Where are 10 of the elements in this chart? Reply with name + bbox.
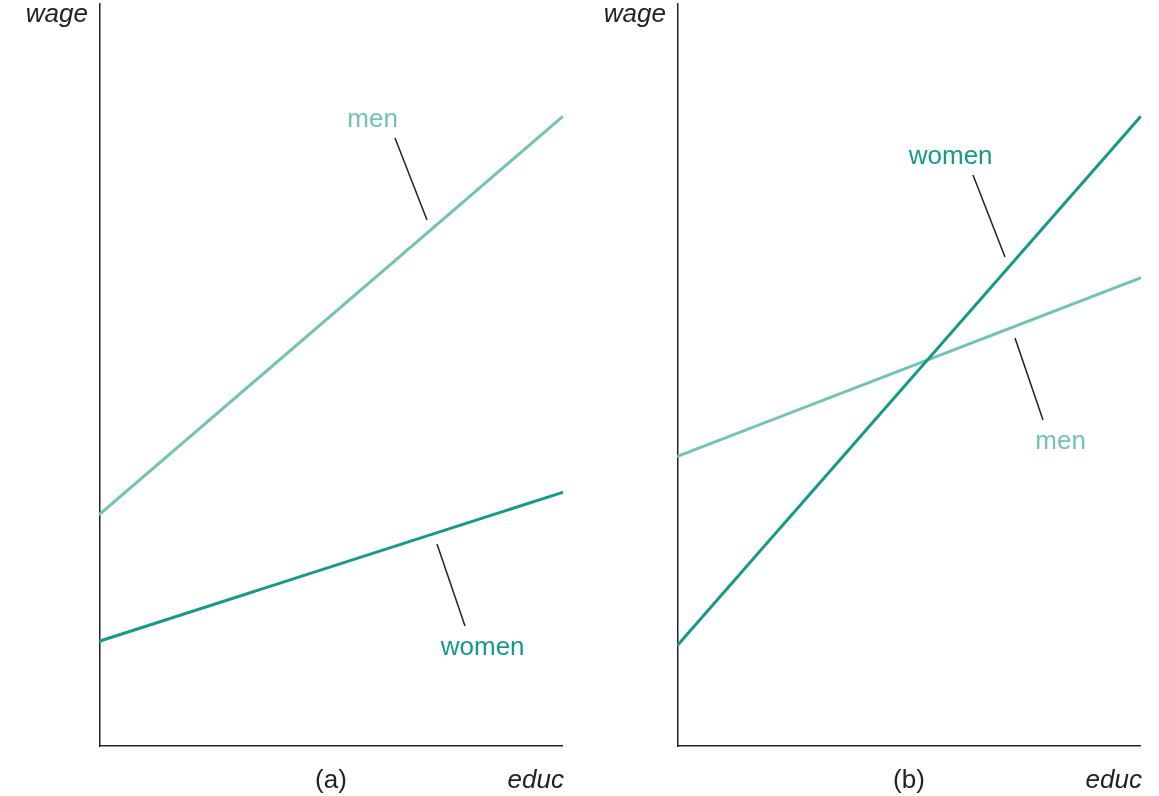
y-axis-title: wage	[25, 0, 88, 29]
x-axis-title: educ	[507, 764, 564, 795]
text: (b)	[893, 764, 925, 795]
text: women	[907, 140, 993, 171]
text: women	[439, 631, 525, 662]
text: men	[347, 103, 398, 134]
text: men	[1035, 425, 1086, 456]
y-axis-title: wage	[603, 0, 666, 29]
x-axis-title: educ	[1085, 764, 1142, 795]
text: (a)	[315, 764, 347, 795]
